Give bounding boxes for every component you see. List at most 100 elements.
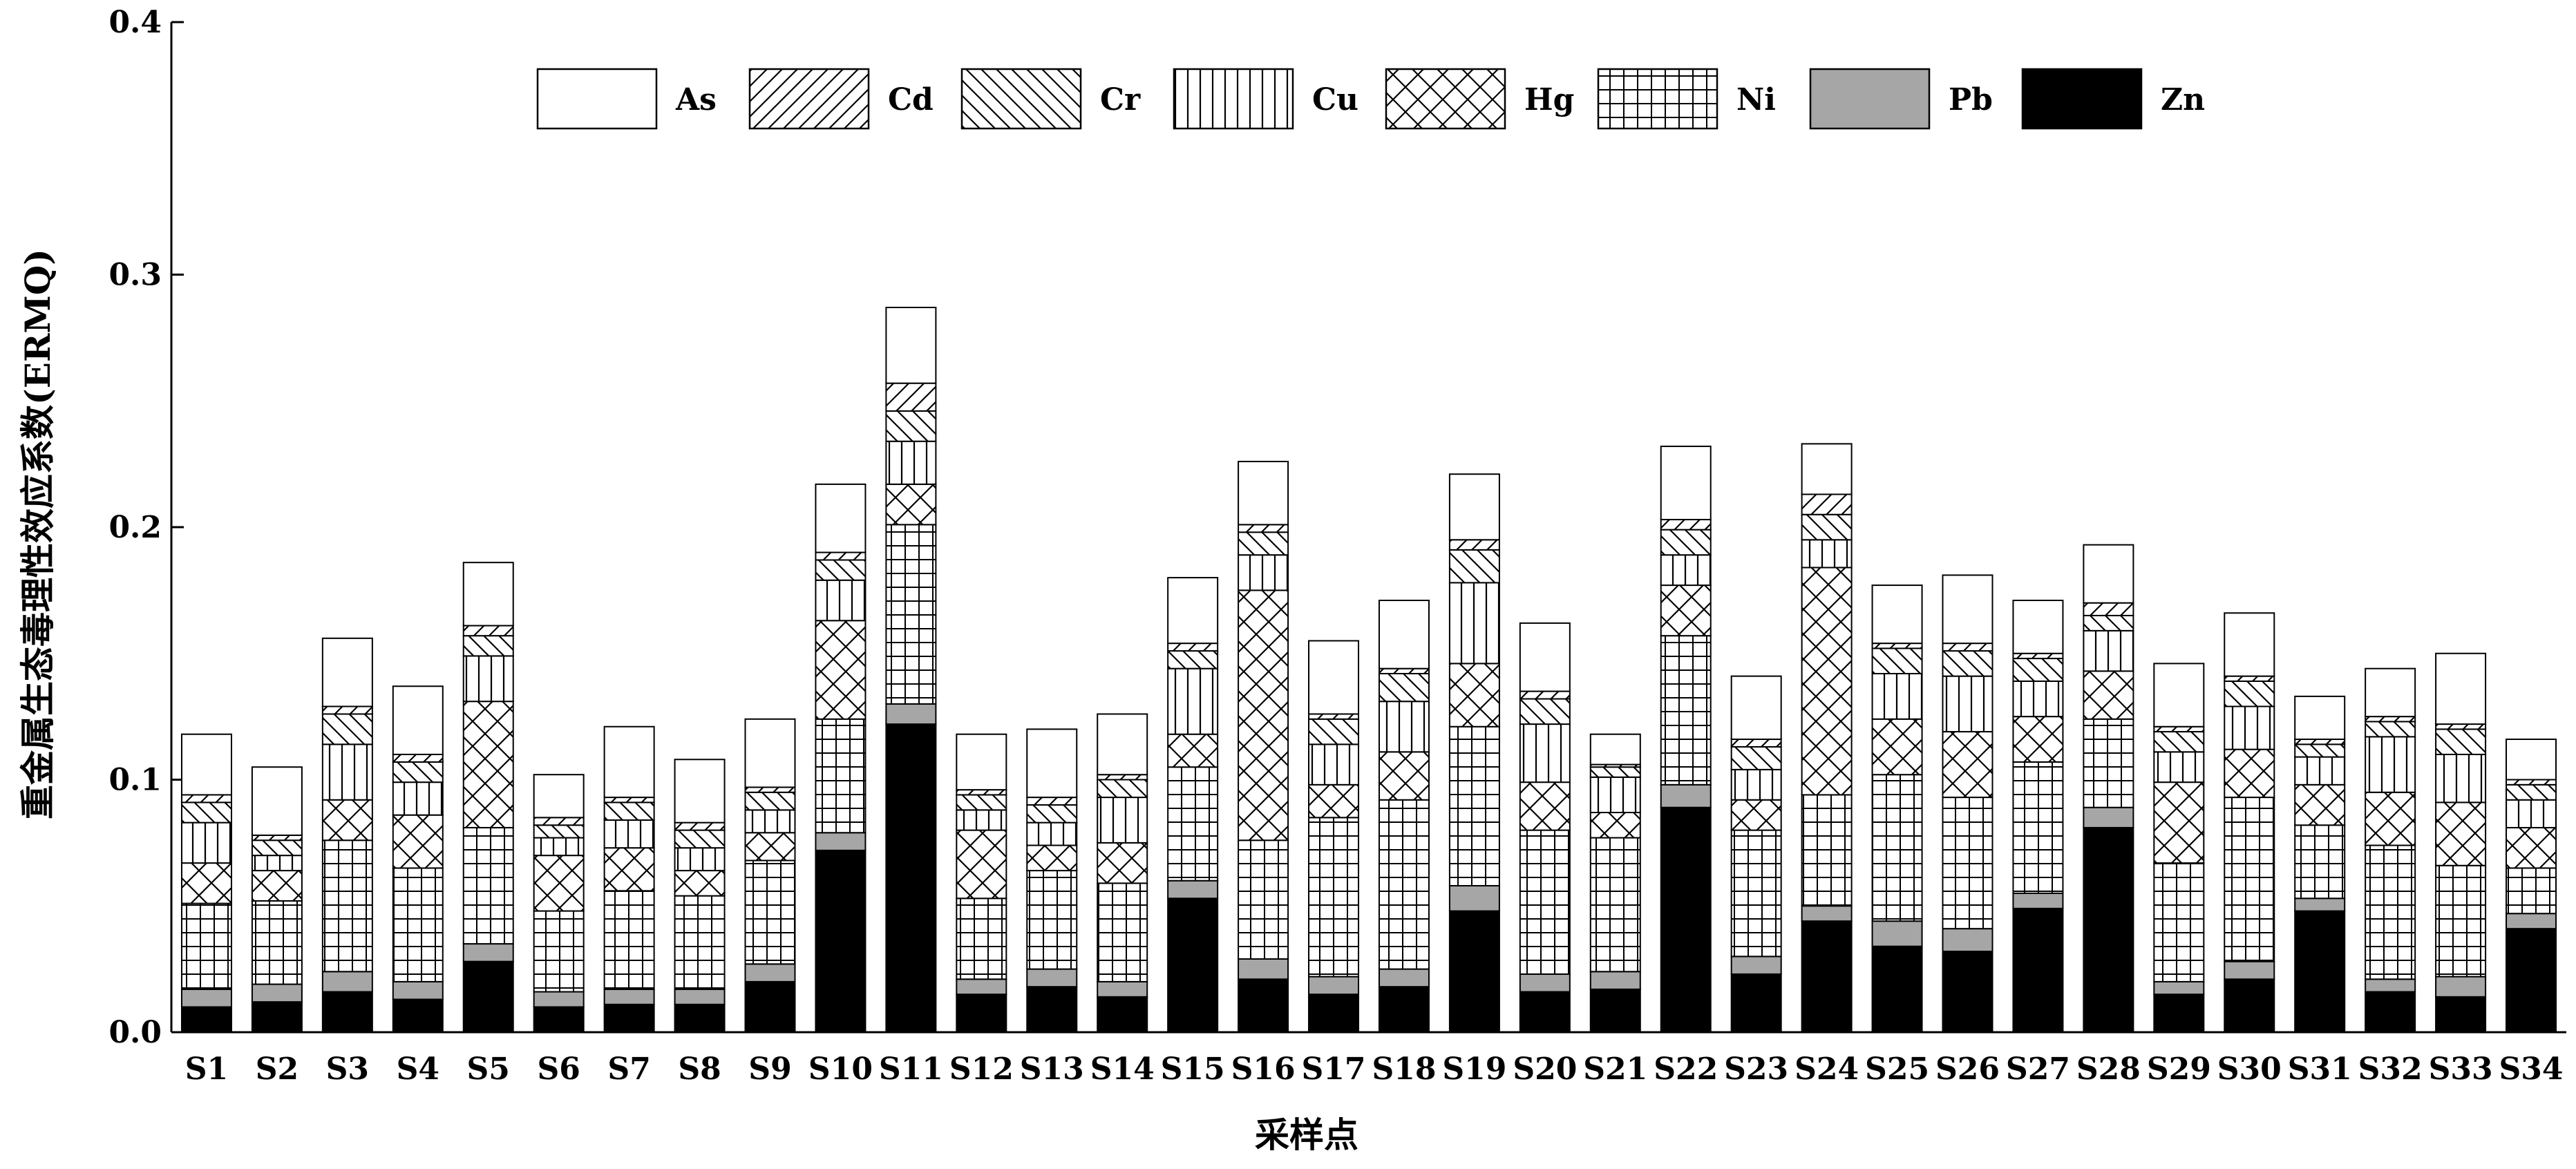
bar-segment-hg [392,814,444,869]
bar-segment-pb [1589,971,1641,990]
bar-segment-as [1097,713,1148,776]
bar-segment-cd [674,821,726,831]
x-tick-label: S21 [1583,1052,1647,1087]
bar-segment-ni [2435,864,2487,978]
bar-segment-as [321,637,373,707]
bar-segment-cd [2083,602,2134,616]
bar-segment-pb [885,703,937,725]
bar-segment-as [1730,675,1782,741]
bar-segment-cd [2153,725,2205,733]
bar-segment-as [1308,640,1360,715]
x-axis-title: 采样点 [1255,1114,1358,1155]
bar-segment-zn [180,1006,232,1033]
bar-segment-pb [533,991,585,1008]
legend-item-cu: Cu [1173,68,1358,130]
x-tick-label: S33 [2429,1052,2493,1087]
bar-segment-cd [1448,539,1500,551]
legend-item-pb: Pb [1809,68,1993,130]
bar-segment-cu [1238,554,1289,591]
bar-segment-ni [392,867,444,982]
bar-segment-cu [1026,821,1078,846]
bar-segment-cu [2012,680,2064,718]
bar-segment-cr [2506,783,2557,801]
bar-segment-as [1238,460,1289,526]
bar-stack-S33 [2435,652,2487,1033]
x-tick-label: S23 [1724,1052,1788,1087]
bar-segment-pb [321,971,373,993]
bar-segment-as [2506,739,2557,781]
bar-segment-cd [603,797,655,804]
bar-segment-as [462,562,514,627]
bar-stack-S16 [1238,460,1289,1033]
bar-segment-ni [2365,844,2416,980]
x-tick-label: S15 [1161,1052,1225,1087]
bar-segment-cd [744,786,796,793]
bar-segment-ni [2012,761,2064,894]
bar-stack-S18 [1378,599,1430,1033]
bar-stack-S17 [1308,640,1360,1034]
bar-segment-zn [1026,986,1078,1033]
bar-stack-S20 [1519,622,1571,1034]
bar-segment-hg [321,799,373,842]
legend-label: Ni [1736,82,1776,117]
bar-stack-S21 [1589,733,1641,1033]
bar-segment-zn [1238,978,1289,1033]
y-tick-label: 0.3 [108,258,162,293]
bar-segment-cd [2224,675,2275,682]
bar-segment-cd [2012,652,2064,660]
bar-segment-pb [1660,783,1712,808]
bar-segment-cu [1801,539,1853,569]
bar-segment-pb [603,988,655,1005]
bar-segment-cu [2435,753,2487,804]
bar-segment-as [2012,599,2064,654]
bar-segment-cu [1519,723,1571,783]
bar-stack-S25 [1871,584,1923,1033]
bar-segment-cr [744,791,796,811]
bar-stack-S10 [815,483,866,1033]
bar-segment-cr [392,761,444,783]
bar-segment-cr [1026,804,1078,824]
bar-segment-hg [1589,812,1641,839]
bar-segment-cr [1167,650,1219,669]
bar-segment-cu [1871,672,1923,720]
bar-segment-cr [885,410,937,442]
bar-segment-pb [815,832,866,851]
bar-segment-cu [815,579,866,622]
bar-segment-ni [1308,817,1360,978]
x-tick-label: S26 [1935,1052,2000,1087]
bar-segment-cu [1589,776,1641,814]
bar-segment-as [2083,544,2134,604]
x-tick-label: S31 [2288,1052,2352,1087]
bar-stack-S32 [2365,667,2416,1034]
bar-segment-hg [2224,748,2275,799]
x-tick-label: S3 [326,1052,369,1087]
x-tick-label: S4 [397,1052,439,1087]
legend-swatch [1809,68,1931,130]
bar-segment-hg [1308,783,1360,819]
bar-segment-pb [1871,920,1923,947]
bar-segment-as [1026,728,1078,799]
bar-segment-as [815,483,866,553]
bar-segment-as [533,774,585,819]
bar-segment-pb [180,988,232,1008]
bar-segment-as [180,733,232,796]
bar-segment-pb [1378,968,1430,988]
bar-stack-S4 [392,685,444,1033]
bar-segment-zn [251,1001,303,1034]
bar-segment-cr [815,559,866,581]
bar-segment-cu [603,819,655,849]
bar-segment-ni [885,524,937,705]
bar-segment-as [2294,695,2346,741]
bar-segment-zn [1519,991,1571,1034]
bar-segment-as [1801,443,1853,495]
bar-segment-zn [956,994,1007,1034]
bar-segment-pb [1448,885,1500,912]
legend-swatch [1385,68,1506,130]
bar-segment-ni [1238,839,1289,960]
x-tick-label: S30 [2217,1052,2282,1087]
bar-segment-cd [1942,643,1993,652]
bar-segment-ni [1097,882,1148,982]
bar-stack-S2 [251,766,303,1034]
bar-segment-zn [462,960,514,1034]
bar-segment-cu [2365,736,2416,793]
